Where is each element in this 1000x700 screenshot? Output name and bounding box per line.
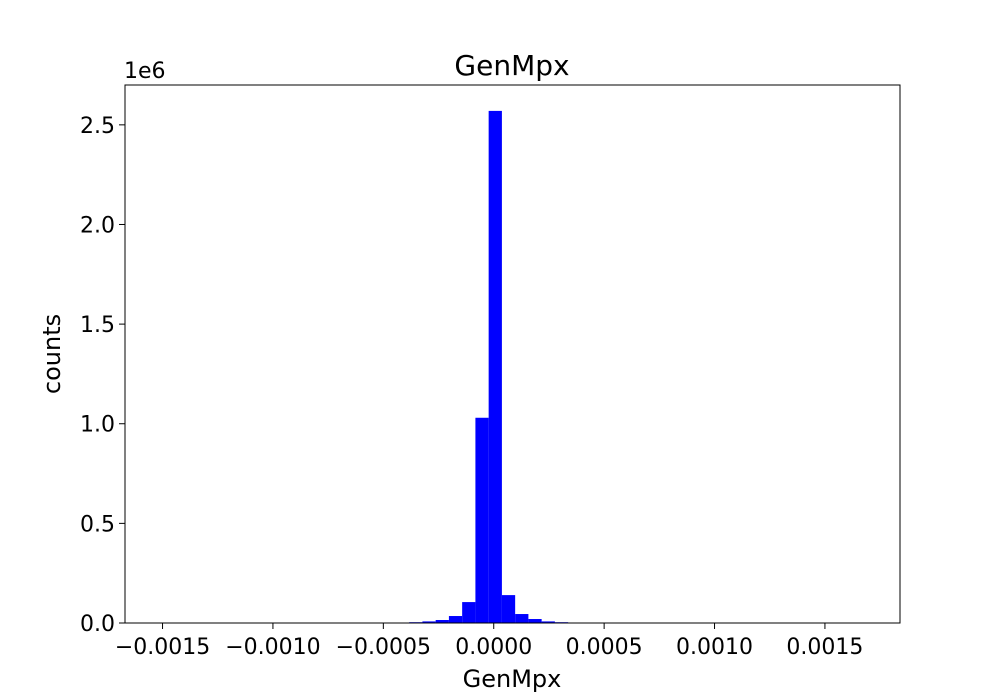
x-tick-label: 0.0015 — [786, 635, 863, 660]
chart-title: GenMpx — [454, 49, 569, 82]
x-axis-ticks: −0.0015 −0.0010 −0.0005 0.0000 0.0005 0.0010 0… — [115, 623, 863, 660]
y-tick-label: 2.0 — [80, 213, 115, 238]
y-tick-label: 0.0 — [80, 612, 115, 637]
histogram-bar — [541, 621, 555, 623]
histogram-bar — [462, 602, 476, 623]
histogram-bar — [422, 621, 436, 623]
x-tick-label: −0.0015 — [115, 635, 210, 660]
histogram-bar — [448, 616, 463, 623]
y-tick-label: 2.5 — [80, 114, 115, 139]
x-tick-label: 0.0010 — [676, 635, 753, 660]
y-axis-label: counts — [38, 314, 66, 394]
histogram-bar — [488, 110, 502, 624]
x-tick-label: −0.0010 — [225, 635, 320, 660]
y-tick-label: 0.5 — [80, 512, 115, 537]
histogram-bar — [475, 417, 489, 623]
y-tick-label: 1.5 — [80, 313, 115, 338]
histogram-bar — [501, 595, 516, 623]
y-tick-label: 1.0 — [80, 413, 115, 438]
x-tick-label: 0.0005 — [566, 635, 643, 660]
y-offset-label: 1e6 — [124, 59, 166, 84]
x-axis-label: GenMpx — [463, 665, 562, 693]
x-tick-label: 0.0000 — [455, 635, 532, 660]
histogram-bar — [528, 619, 542, 623]
plot-frame — [124, 84, 901, 624]
x-tick-label: −0.0005 — [336, 635, 431, 660]
histogram-bar — [515, 614, 529, 623]
histogram-bars — [409, 110, 582, 624]
histogram-bar — [435, 620, 449, 623]
y-axis-ticks: 0.0 0.5 1.0 1.5 2.0 2.5 — [80, 114, 125, 637]
